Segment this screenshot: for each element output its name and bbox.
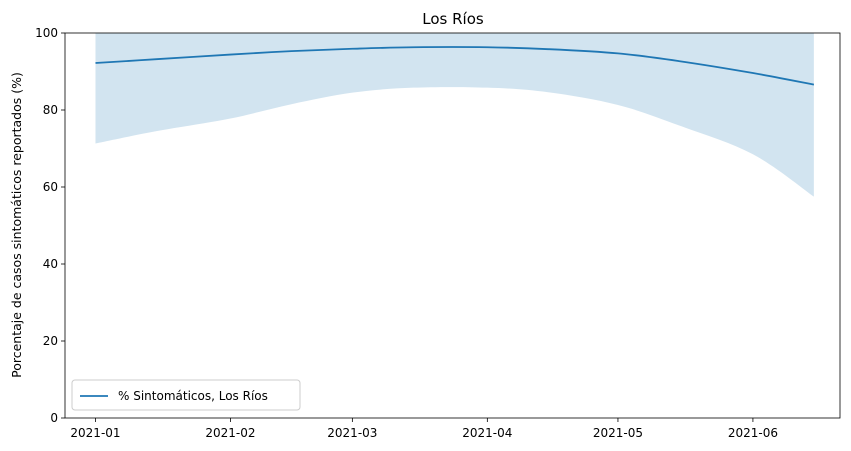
series-line-0 xyxy=(95,46,815,86)
x-tick-label: 2021-03 xyxy=(327,426,377,440)
y-tick-label: 0 xyxy=(50,411,58,425)
legend: % Sintomáticos, Los Ríos xyxy=(71,379,301,411)
y-tick-label: 60 xyxy=(43,180,58,194)
plot-area: 0 20 40 60 80 100 2021-01 2021-02 2021-03 2021-04… xyxy=(35,26,841,440)
x-tick-label: 2021-02 xyxy=(205,426,255,440)
y-tick-label: 20 xyxy=(43,334,58,348)
y-tick-label: 100 xyxy=(35,26,58,40)
chart-title: Los Ríos xyxy=(422,10,484,28)
y-tick-label: 80 xyxy=(43,103,58,117)
legend-label: % Sintomáticos, Los Ríos xyxy=(118,389,268,403)
x-tick-label: 2021-05 xyxy=(593,426,643,440)
y-axis-label: Porcentaje de casos sintomáticos reporta… xyxy=(9,72,24,378)
axes-frame xyxy=(64,32,841,419)
legend-box xyxy=(71,379,301,411)
x-tick-label: 2021-01 xyxy=(70,426,120,440)
confidence-band-0 xyxy=(95,33,814,197)
x-tick-label: 2021-04 xyxy=(462,426,512,440)
y-tick-label: 40 xyxy=(43,257,58,271)
x-tick-label: 2021-06 xyxy=(728,426,778,440)
